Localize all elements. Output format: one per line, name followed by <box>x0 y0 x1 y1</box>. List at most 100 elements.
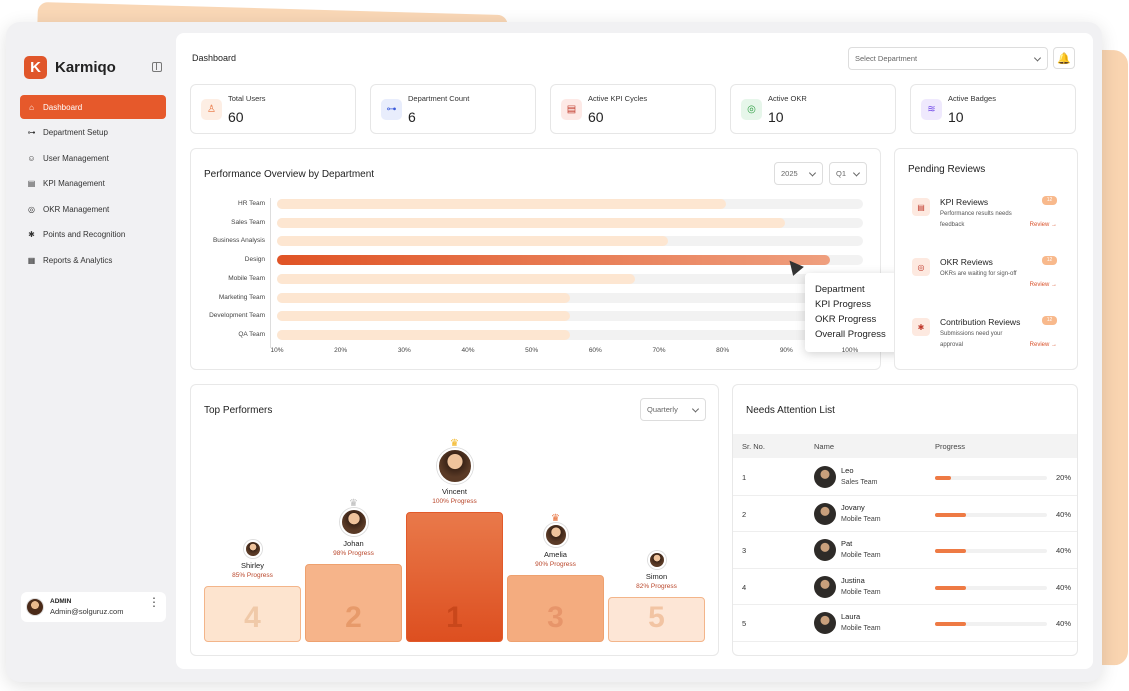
sidebar-item-label: Dashboard <box>43 102 83 112</box>
review-count-badge: 12 <box>1042 256 1057 265</box>
bar[interactable] <box>277 329 570 340</box>
avatar[interactable] <box>543 523 568 547</box>
bar-track[interactable] <box>277 273 863 284</box>
sidebar-item-user-management[interactable]: ☺ User Management <box>20 146 166 170</box>
avatar[interactable] <box>243 540 262 558</box>
performer-name: Amelia <box>544 550 567 559</box>
page-title: Dashboard <box>192 53 237 63</box>
row-progress: 20% <box>1055 473 1071 482</box>
department-select[interactable]: Select Department <box>848 47 1048 70</box>
sidebar-nav: ⌂ Dashboard ⊶ Department Setup ☺ User Managem… <box>20 95 166 274</box>
needs-attention-card: Needs Attention List Sr. No. Name Progre… <box>732 384 1078 656</box>
report-icon: ▦ <box>27 256 36 266</box>
tooltip-key: Department <box>815 284 865 295</box>
avatar[interactable] <box>647 551 666 569</box>
bar-track[interactable] <box>277 199 863 209</box>
target-icon: ◎ <box>28 204 35 214</box>
podium-rank: 1 <box>446 601 463 634</box>
bar[interactable] <box>277 236 668 247</box>
progress-track <box>935 622 1047 626</box>
bar-track[interactable] <box>277 329 863 340</box>
tooltip-key: OKR Progress <box>815 314 877 325</box>
kpi-chart-icon: ▤ <box>27 179 36 189</box>
target-icon: ◎ <box>741 99 762 120</box>
bar[interactable] <box>277 199 727 209</box>
progress-fill <box>935 512 967 517</box>
bar[interactable] <box>277 255 831 266</box>
needs-attention-title: Needs Attention List <box>746 405 835 416</box>
review-description: OKRs are waiting for sign-off <box>940 271 1017 277</box>
row-team: Mobile Team <box>841 625 881 632</box>
sidebar-item-dashboard[interactable]: ⌂ Dashboard <box>20 95 166 119</box>
profile-email: Admin@solguruz.com <box>50 607 124 616</box>
row-name: Laura <box>841 612 861 621</box>
review-item: ✱ Contribution Reviews Submissions need yo… <box>912 316 1060 356</box>
bar-label: QA Team <box>238 330 265 338</box>
sidebar-item-label: Points and Recognition <box>43 230 126 240</box>
more-options-icon[interactable]: ⋮ <box>148 595 160 609</box>
sidebar-item-points-and-recognition[interactable]: ✱ Points and Recognition <box>20 223 166 247</box>
review-count-badge: 12 <box>1042 316 1057 325</box>
table-row[interactable]: 1 Leo Sales Team 20% <box>733 459 1077 496</box>
sidebar-item-okr-management[interactable]: ◎ OKR Management <box>20 197 166 221</box>
progress-track <box>935 512 1047 517</box>
period-select[interactable]: Quarterly <box>640 398 706 421</box>
sidebar-item-reports-analytics[interactable]: ▦ Reports & Analytics <box>20 249 166 273</box>
collapse-sidebar-icon[interactable] <box>152 62 162 72</box>
review-link[interactable]: Review → <box>1029 342 1057 348</box>
performance-title: Performance Overview by Department <box>204 169 375 180</box>
bar-track[interactable] <box>277 255 863 266</box>
sidebar-item-kpi-management[interactable]: ▤ KPI Management <box>20 172 166 196</box>
progress-fill <box>935 476 951 480</box>
bar-track[interactable] <box>277 217 863 228</box>
row-progress: 40% <box>1055 619 1071 628</box>
progress-track <box>935 585 1047 590</box>
notification-bell-icon[interactable]: 🔔 <box>1053 47 1075 69</box>
bar-track[interactable] <box>277 311 863 322</box>
podium-rank: 4 <box>244 601 261 634</box>
bar[interactable] <box>277 311 570 322</box>
crown-icon: ♛ <box>349 498 358 509</box>
x-tick-label: 60% <box>588 347 602 354</box>
row-team: Mobile Team <box>841 588 881 596</box>
x-tick-label: 80% <box>716 347 730 354</box>
table-row[interactable]: 3 Pat Mobile Team 40% <box>733 532 1077 569</box>
year-select[interactable]: 2025 <box>774 162 823 185</box>
bar[interactable] <box>277 217 785 228</box>
stat-value: 60 <box>588 109 604 125</box>
avatar <box>814 612 836 634</box>
sidebar-item-label: Reports & Analytics <box>43 256 113 266</box>
avatar <box>26 598 44 616</box>
review-description: Performance results needs feedback <box>940 211 1012 228</box>
review-link[interactable]: Review → <box>1029 222 1057 228</box>
bar[interactable] <box>277 273 636 284</box>
table-row[interactable]: 2 Jovany Mobile Team 40% <box>733 496 1077 532</box>
avatar[interactable] <box>436 448 473 484</box>
crown-icon: ♛ <box>551 513 560 524</box>
pending-reviews-card: Pending Reviews ▤ KPI Reviews Performance … <box>894 148 1078 370</box>
stat-value: 10 <box>768 109 784 125</box>
year-select-value: 2025 <box>781 169 798 178</box>
performer-name: Vincent <box>442 487 467 496</box>
sidebar-item-department-setup[interactable]: ⊶ Department Setup <box>20 121 166 145</box>
table-row[interactable]: 4 Justina Mobile Team 40% <box>733 569 1077 605</box>
row-sr-no: 5 <box>742 619 747 628</box>
stat-card: ⊶ Department Count 6 <box>370 84 536 134</box>
bar-track[interactable] <box>277 236 863 247</box>
bar[interactable] <box>277 292 570 303</box>
bar-track[interactable] <box>277 292 863 303</box>
points-icon: ✱ <box>912 318 930 336</box>
user-profile[interactable]: ADMIN Admin@solguruz.com ⋮ <box>21 592 166 622</box>
bar-label: Business Analysis <box>212 237 265 245</box>
brand[interactable]: K Karmiqo <box>20 52 170 82</box>
quarter-select[interactable]: Q1 <box>829 162 867 185</box>
row-sr-no: 1 <box>742 473 747 482</box>
tooltip-key: Overall Progress <box>815 329 886 340</box>
row-name: Jovany <box>841 502 865 512</box>
chevron-down-icon <box>808 168 817 177</box>
sidebar-item-label: KPI Management <box>43 179 105 189</box>
review-link[interactable]: Review → <box>1029 282 1057 288</box>
x-tick-label: 70% <box>652 347 666 354</box>
table-row[interactable]: 5 Laura Mobile Team 40% <box>733 605 1077 642</box>
avatar[interactable] <box>339 508 368 536</box>
